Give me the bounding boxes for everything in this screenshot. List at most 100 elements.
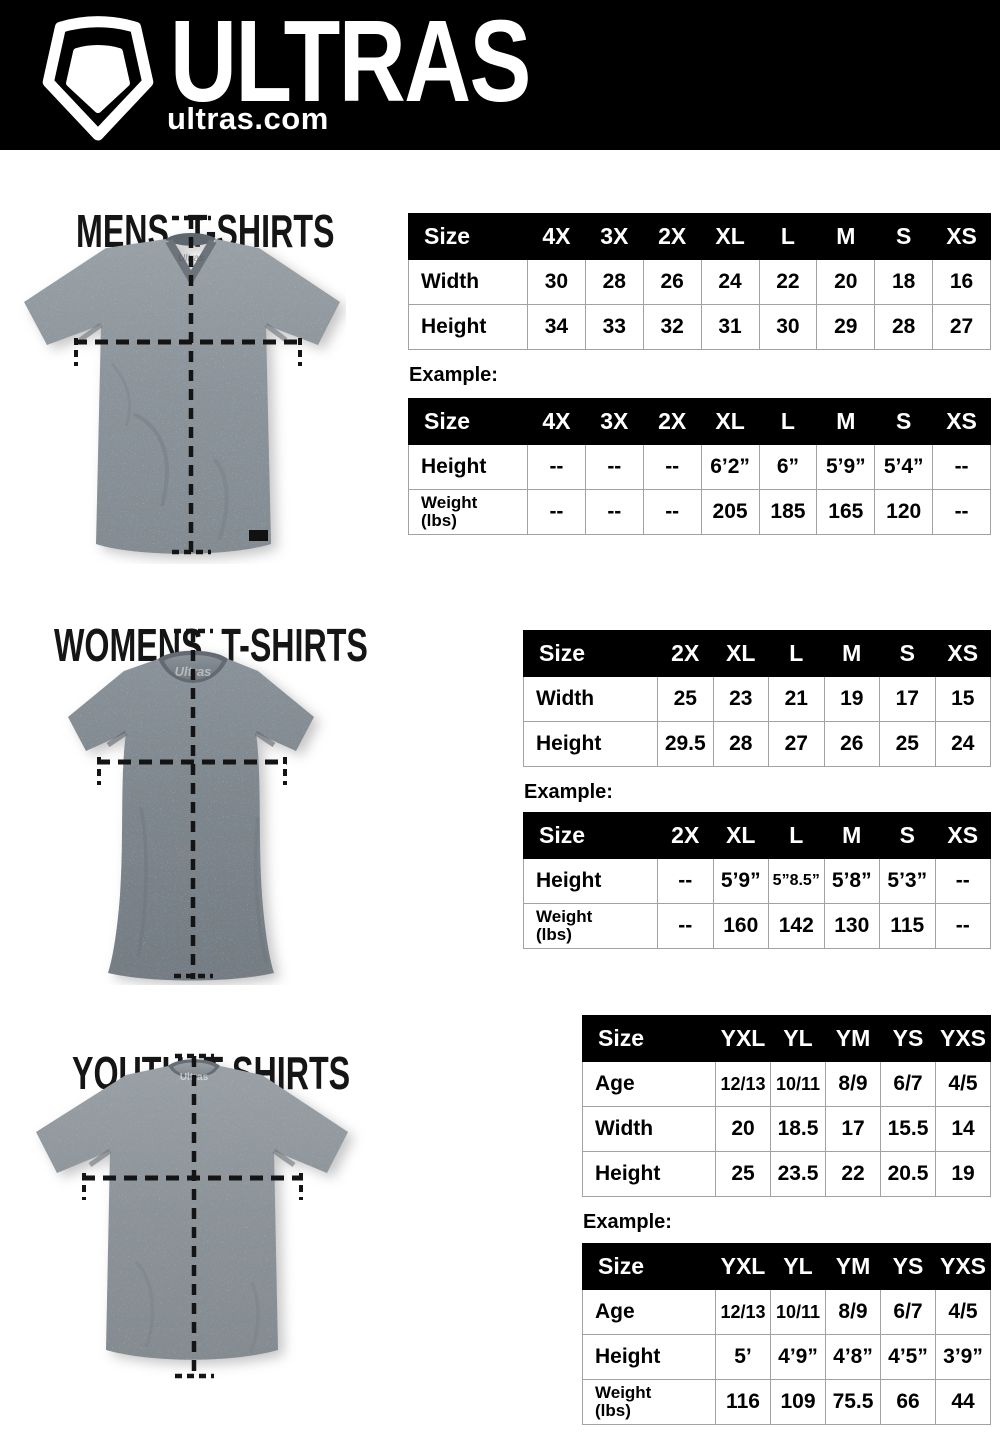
size-value: 15 (934, 676, 991, 722)
size-value: 120 (874, 489, 934, 535)
size-value: 28 (584, 259, 644, 305)
size-column-label: Size (582, 1243, 716, 1290)
measurement-lines (74, 215, 302, 555)
size-value: 33 (584, 304, 644, 350)
size-value: 19 (823, 676, 880, 722)
size-value: 23 (712, 676, 769, 722)
row-label: Weight (lbs) (523, 903, 658, 949)
size-value: 130 (823, 903, 880, 949)
mens-example-label: Example: (409, 364, 498, 386)
row-label: Height (408, 304, 528, 350)
size-value: 25 (657, 676, 714, 722)
size-value: 17 (825, 1106, 881, 1152)
size-value: -- (932, 489, 991, 535)
size-value: 22 (825, 1151, 881, 1197)
youth-example-label: Example: (583, 1211, 672, 1233)
size-value: -- (934, 903, 991, 949)
size-header: 4X (527, 398, 586, 445)
size-value: 165 (816, 489, 876, 535)
header: ULTRAS ultras.com (0, 0, 1000, 150)
size-value: 32 (642, 304, 702, 350)
table-header-row: Size 4X 3X 2X XL L M S XS (408, 398, 991, 445)
size-value: 26 (642, 259, 702, 305)
table-row: Weight (lbs) -- -- -- 205 185 165 120 -- (408, 489, 991, 535)
size-value: -- (584, 489, 644, 535)
size-value: 29.5 (657, 721, 714, 767)
size-value: 25 (715, 1151, 771, 1197)
size-column-label: Size (408, 213, 528, 260)
table-row: Weight (lbs) 116 109 75.5 66 44 (582, 1379, 991, 1425)
size-value: 5”8.5” (768, 858, 825, 904)
size-value: 31 (700, 304, 760, 350)
table-row: Width 25 23 21 19 17 15 (523, 676, 991, 722)
womens-tshirt-image: Ultras (68, 628, 314, 981)
womens-example-label: Example: (524, 781, 613, 803)
size-value: 4/5 (935, 1061, 991, 1107)
size-value: 28 (712, 721, 769, 767)
measurement-lines (82, 1053, 303, 1379)
size-value: 23.5 (770, 1151, 826, 1197)
size-value: 4’5” (880, 1334, 936, 1380)
size-value: 75.5 (825, 1379, 881, 1425)
size-header: YM (825, 1243, 881, 1290)
size-header: L (758, 213, 818, 260)
size-value: 5’4” (874, 444, 934, 490)
size-value: 34 (527, 304, 586, 350)
size-header: 4X (527, 213, 586, 260)
size-value: 116 (715, 1379, 771, 1425)
size-value: 115 (879, 903, 936, 949)
size-value: -- (642, 489, 702, 535)
size-header: M (816, 398, 876, 445)
size-header: YL (770, 1015, 826, 1062)
size-value: 18 (874, 259, 934, 305)
size-value: 66 (880, 1379, 936, 1425)
size-header: YS (880, 1015, 936, 1062)
size-value: -- (657, 858, 714, 904)
size-header: YXS (935, 1243, 991, 1290)
size-value: 28 (874, 304, 934, 350)
size-value: -- (932, 444, 991, 490)
size-header: 2X (657, 630, 714, 677)
shield-core (66, 45, 130, 114)
size-header: YXL (715, 1015, 771, 1062)
size-value: 26 (823, 721, 880, 767)
size-value: 27 (768, 721, 825, 767)
table-row: Age 12/13 10/11 8/9 6/7 4/5 (582, 1061, 991, 1107)
size-value: -- (934, 858, 991, 904)
size-header: XL (712, 630, 769, 677)
table-row: Width 30 28 26 24 22 20 18 16 (408, 259, 991, 305)
row-label: Height (523, 858, 658, 904)
table-header-row: Size YXL YL YM YS YXS (582, 1243, 991, 1290)
size-header: XL (712, 812, 769, 859)
size-value: 4/5 (935, 1289, 991, 1335)
size-value: 6” (758, 444, 818, 490)
size-value: 24 (934, 721, 991, 767)
size-header: YXS (935, 1015, 991, 1062)
size-value: 25 (879, 721, 936, 767)
size-header: 2X (642, 213, 702, 260)
size-header: YM (825, 1015, 881, 1062)
row-label: Height (408, 444, 528, 490)
table-header-row: Size 2X XL L M S XS (523, 812, 991, 859)
row-label: Width (582, 1106, 716, 1152)
size-header: XS (934, 812, 991, 859)
size-value: 29 (816, 304, 876, 350)
size-value: 5’9” (816, 444, 876, 490)
size-header: L (768, 630, 825, 677)
table-header-row: Size 4X 3X 2X XL L M S XS (408, 213, 991, 260)
size-header: M (823, 630, 880, 677)
size-value: 24 (700, 259, 760, 305)
table-row: Age 12/13 10/11 8/9 6/7 4/5 (582, 1289, 991, 1335)
table-row: Width 20 18.5 17 15.5 14 (582, 1106, 991, 1152)
womens-size-table: Size 2X XL L M S XS Width 25 23 21 19 17 15 Height 29.5… (523, 630, 991, 767)
size-value: 10/11 (770, 1289, 826, 1335)
site-url: ultras.com (167, 101, 329, 136)
shield-outline (42, 16, 154, 141)
table-row: Height -- 5’9” 5”8.5” 5’8” 5’3” -- (523, 858, 991, 904)
row-label: Width (523, 676, 658, 722)
womens-shirt-body: Ultras (68, 650, 314, 981)
size-value: -- (527, 489, 586, 535)
brand-title: ULTRAS (170, 0, 531, 126)
mens-tshirt-image: Ultras (24, 215, 340, 555)
size-value: 160 (712, 903, 769, 949)
